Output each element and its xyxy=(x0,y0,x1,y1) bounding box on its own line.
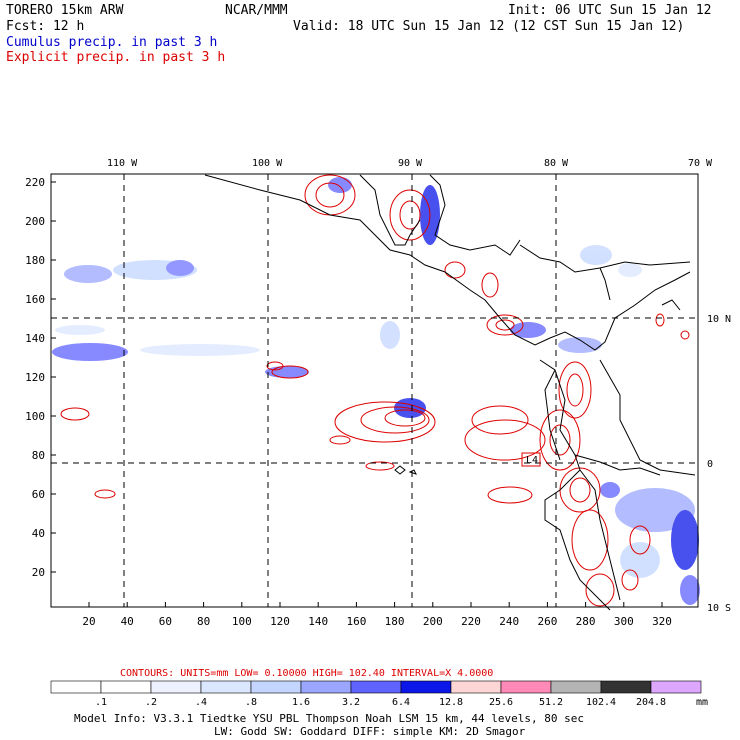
colorbar-swatch xyxy=(450,680,502,694)
lat-label-10s: 10 S xyxy=(707,603,731,614)
colorbar-label: 6.4 xyxy=(392,697,410,708)
colorbar-swatch xyxy=(600,680,652,694)
colorbar-label: 204.8 xyxy=(636,697,666,708)
x-tick-label: 300 xyxy=(614,615,634,628)
label-box xyxy=(521,452,541,467)
x-tick-label: 240 xyxy=(499,615,519,628)
y-tick-label: 80 xyxy=(32,449,45,462)
colorbar-swatch xyxy=(100,680,152,694)
y-tick-label: 140 xyxy=(25,332,45,345)
x-tick-label: 60 xyxy=(159,615,172,628)
x-tick-label: 320 xyxy=(652,615,672,628)
x-tick-label: 100 xyxy=(232,615,252,628)
colorbar-swatch xyxy=(200,680,252,694)
colorbar-label: .8 xyxy=(245,697,257,708)
lon-label-70w: 70 W xyxy=(688,158,713,169)
colorbar-swatch xyxy=(300,680,352,694)
colorbar-swatch xyxy=(250,680,302,694)
map-frame xyxy=(50,173,699,608)
box-label: L4 xyxy=(526,455,538,466)
y-tick-label: 60 xyxy=(32,488,45,501)
forecast-hour: Fcst: 12 h xyxy=(6,19,85,34)
physics-info: LW: Godd SW: Goddard DIFF: simple KM: 2D… xyxy=(214,725,526,738)
x-tick-label: 40 xyxy=(121,615,134,628)
colorbar-label: 12.8 xyxy=(439,697,463,708)
y-tick-label: 180 xyxy=(25,254,45,267)
y-tick-label: 40 xyxy=(32,527,45,540)
colorbar-label: 25.6 xyxy=(489,697,513,708)
cumulus-legend-label: Cumulus precip. in past 3 h xyxy=(6,35,218,50)
y-tick-label: 200 xyxy=(25,215,45,228)
x-tick-labels: 20 40 60 80 100 120 140 160 180 200 220 240 260 280 30… xyxy=(82,615,672,628)
colorbar-label: 1.6 xyxy=(292,697,310,708)
model-title: TORERO 15km ARW xyxy=(6,3,124,18)
model-info: Model Info: V3.3.1 Tiedtke YSU PBL Thomp… xyxy=(74,712,584,725)
lon-label-100w: 100 W xyxy=(252,158,283,169)
org-label: NCAR/MMM xyxy=(225,3,288,18)
init-time: Init: 06 UTC Sun 15 Jan 12 xyxy=(508,3,712,18)
x-tick-label: 280 xyxy=(576,615,596,628)
y-tick-label: 100 xyxy=(25,410,45,423)
colorbar-label: .4 xyxy=(195,697,207,708)
x-tick-label: 260 xyxy=(537,615,557,628)
x-tick-label: 200 xyxy=(423,615,443,628)
colorbar-swatch xyxy=(150,680,202,694)
y-tick-label: 220 xyxy=(25,176,45,189)
colorbar-unit: mm xyxy=(696,697,708,708)
explicit-precip-contours xyxy=(60,174,690,607)
contours-info: CONTOURS: UNITS=mm LOW= 0.10000 HIGH= 10… xyxy=(120,668,493,679)
lat-label-10n: 10 N xyxy=(707,314,731,325)
colorbar-swatch xyxy=(500,680,552,694)
x-tick-label: 180 xyxy=(385,615,405,628)
axis-ticks xyxy=(51,181,663,607)
x-tick-label: 160 xyxy=(346,615,366,628)
y-tick-label: 160 xyxy=(25,293,45,306)
y-tick-label: 20 xyxy=(32,566,45,579)
lon-label-110w: 110 W xyxy=(107,158,138,169)
colorbar-label: 102.4 xyxy=(586,697,616,708)
cumulus-precip-areas xyxy=(52,177,700,605)
y-tick-label: 120 xyxy=(25,371,45,384)
lat-lon-grid xyxy=(51,174,698,607)
x-tick-label: 80 xyxy=(197,615,210,628)
colorbar-swatch xyxy=(650,680,702,694)
colorbar-label: .2 xyxy=(145,697,157,708)
explicit-legend-label: Explicit precip. in past 3 h xyxy=(6,50,226,65)
valid-time: Valid: 18 UTC Sun 15 Jan 12 (12 CST Sun … xyxy=(293,19,685,34)
lat-label-0: 0 xyxy=(707,459,713,470)
coastline xyxy=(204,174,696,611)
x-tick-label: 220 xyxy=(461,615,481,628)
colorbar-label: 51.2 xyxy=(539,697,563,708)
x-tick-label: 140 xyxy=(308,615,328,628)
lon-label-90w: 90 W xyxy=(398,158,423,169)
colorbar: .1 .2 .4 .8 1.6 3.2 6.4 12.8 25.6 51.2 102.4 204.8 xyxy=(50,680,702,708)
colorbar-swatch xyxy=(350,680,402,694)
lon-label-80w: 80 W xyxy=(544,158,569,169)
colorbar-swatch xyxy=(400,680,452,694)
x-tick-label: 120 xyxy=(270,615,290,628)
y-tick-labels: 220 200 180 160 140 120 100 80 60 40 20 xyxy=(25,176,45,579)
x-tick-label: 20 xyxy=(82,615,95,628)
colorbar-label: .1 xyxy=(95,697,107,708)
colorbar-swatch xyxy=(550,680,602,694)
colorbar-swatch xyxy=(50,680,102,694)
colorbar-label: 3.2 xyxy=(342,697,360,708)
